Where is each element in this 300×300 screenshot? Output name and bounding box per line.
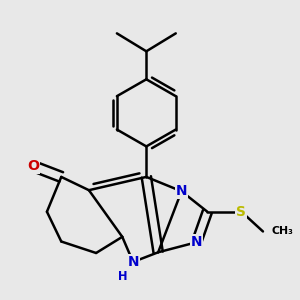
Text: N: N [191, 235, 202, 249]
Text: CH₃: CH₃ [272, 226, 294, 236]
Text: H: H [118, 270, 128, 283]
Text: N: N [127, 255, 139, 269]
Text: O: O [27, 159, 39, 173]
Text: N: N [176, 184, 187, 198]
Text: S: S [236, 205, 246, 219]
